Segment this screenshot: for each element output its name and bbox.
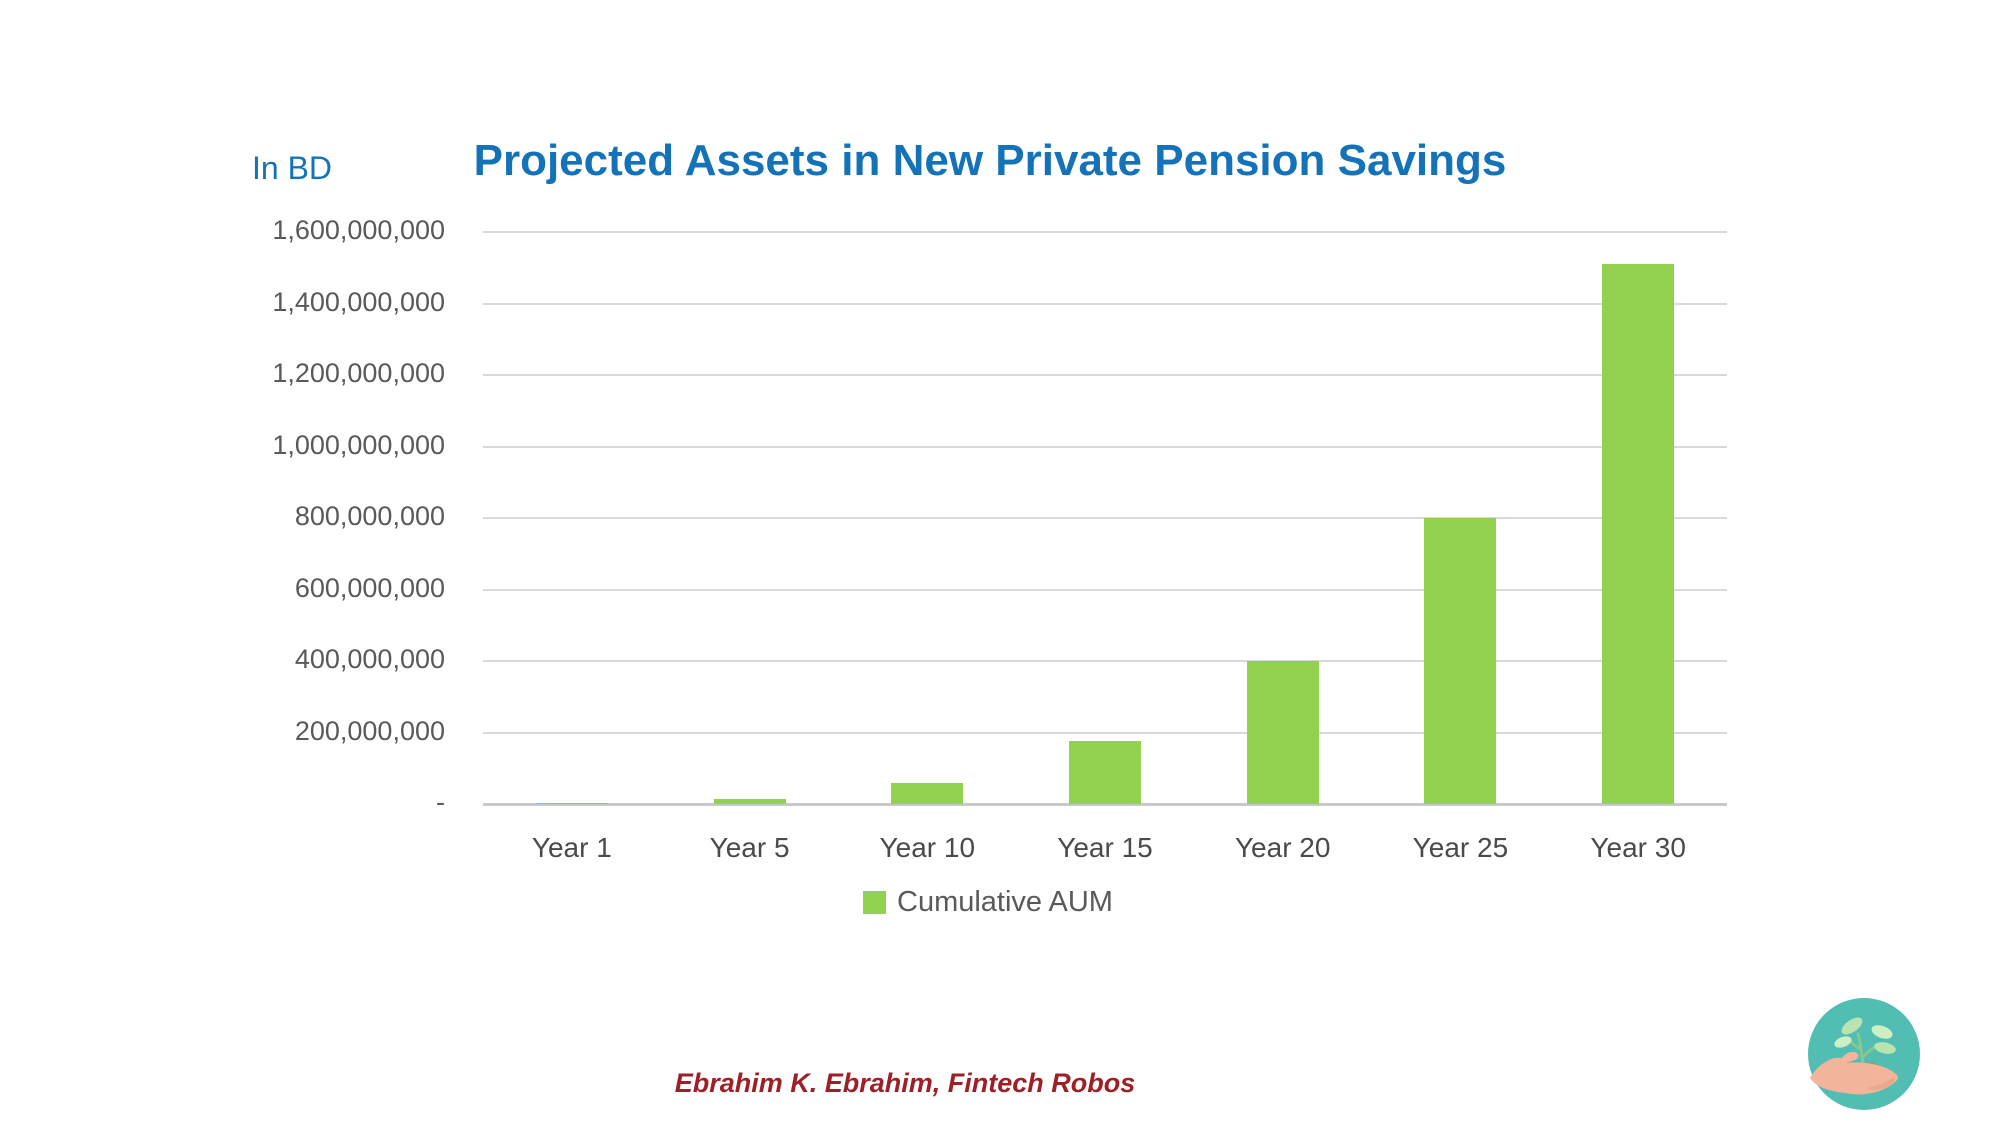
gridline: [483, 731, 1727, 734]
y-axis-tick-label: 600,000,000: [294, 572, 445, 603]
y-axis-tick-label: 1,000,000,000: [272, 429, 445, 460]
x-axis-tick-label: Year 5: [709, 832, 790, 863]
legend: Cumulative AUM: [863, 886, 1113, 919]
logo-leaf: [1841, 1017, 1863, 1035]
bar-year-5: [713, 799, 786, 804]
x-axis-tick-label: Year 20: [1234, 832, 1331, 863]
x-axis-tick-label: Year 15: [1057, 832, 1153, 863]
bar-year-15: [1069, 741, 1141, 804]
y-axis-tick-label: -: [436, 787, 445, 817]
chart-title: Projected Assets in New Private Pension …: [473, 136, 1507, 185]
y-axis-tick-label: 800,000,000: [294, 501, 445, 531]
x-axis-tick-label: Year 30: [1590, 832, 1686, 863]
legend-swatch-icon: [863, 891, 886, 914]
logo-hand: [1810, 1051, 1898, 1095]
bar-year-10: [891, 782, 964, 804]
bar-year-30: [1602, 264, 1675, 804]
gridline: [483, 660, 1727, 662]
bar-year-25: [1424, 518, 1497, 804]
gridline: [483, 517, 1727, 519]
axis-units-label: In BD: [252, 150, 333, 186]
x-axis-tick-label: Year 1: [531, 832, 612, 863]
x-axis-tick-label: Year 10: [879, 832, 976, 863]
logo-hand-shadow: [1866, 1078, 1895, 1091]
y-axis-tick-label: 200,000,000: [294, 715, 445, 746]
legend-label: Cumulative AUM: [897, 886, 1113, 918]
logo-leaf: [1834, 1036, 1852, 1048]
bar-year-20: [1246, 661, 1319, 804]
logo-leaf: [1871, 1025, 1893, 1039]
gridline: [483, 588, 1727, 591]
y-axis-tick-label: 1,600,000,000: [272, 215, 445, 245]
gridline: [483, 374, 1727, 376]
hand-holding-plant-logo: [1808, 998, 1920, 1110]
x-axis-line: [483, 803, 1727, 806]
logo-leaf: [1874, 1042, 1896, 1054]
bar-year-1: [535, 803, 608, 804]
y-axis-tick-label: 1,200,000,000: [272, 358, 445, 388]
gridline: [483, 231, 1727, 233]
gridline: [483, 302, 1727, 305]
x-axis-tick-label: Year 25: [1412, 832, 1509, 863]
footer-credit: Ebrahim K. Ebrahim, Fintech Robos: [674, 1068, 1136, 1098]
gridline: [483, 445, 1727, 448]
y-axis-tick-label: 400,000,000: [294, 644, 445, 674]
y-axis-tick-label: 1,400,000,000: [272, 286, 445, 317]
